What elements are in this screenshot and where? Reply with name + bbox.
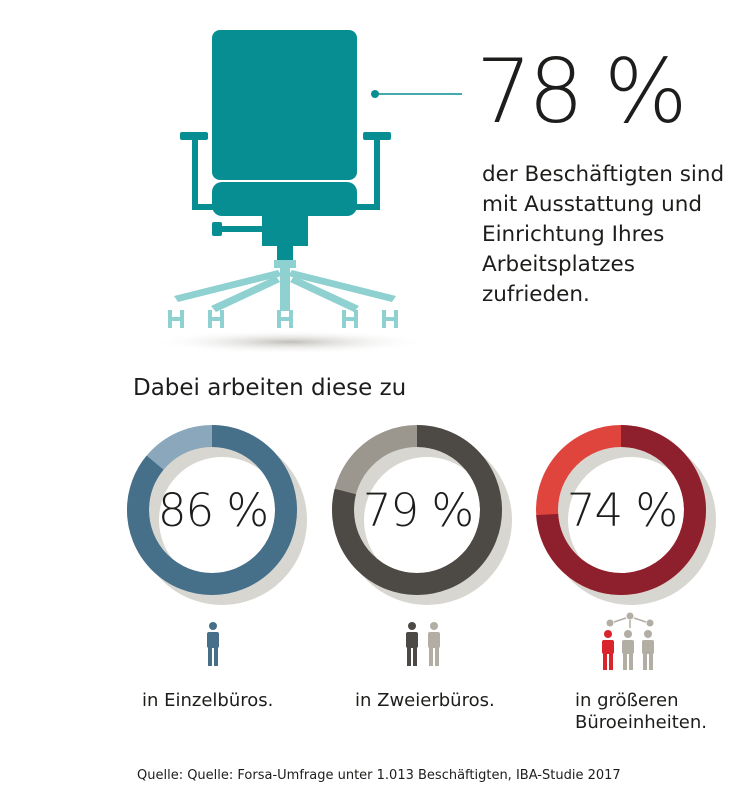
chair-left-armrest — [180, 132, 218, 210]
donut-value-segment-0 — [127, 425, 297, 595]
chair-backrest — [212, 30, 357, 180]
chair-mechanism — [262, 216, 308, 246]
group-persons-icon — [602, 612, 654, 670]
donut-chart-groessere-bueroeinheiten — [536, 425, 716, 605]
network-icon — [613, 617, 647, 628]
two-persons-icon — [406, 622, 440, 666]
section-subheading: Dabei arbeiten diese zu — [133, 375, 407, 401]
chair-lever — [216, 226, 264, 232]
donut-chart-einzelbueros — [127, 425, 307, 605]
chair-seat — [212, 182, 357, 216]
chair-right-armrest — [352, 132, 391, 210]
headline-description: der Beschäftigten sind mit Ausstattung u… — [482, 162, 725, 307]
chair-casters — [168, 310, 398, 328]
headline-percentage: 78 % — [476, 40, 688, 143]
source-note: Quelle: Quelle: Forsa-Umfrage unter 1.01… — [137, 768, 621, 783]
category-label-groessere-bueroeinheiten: in größeren Büroeinheiten. — [575, 690, 708, 733]
donut-chart-zweierbueros — [332, 425, 512, 605]
value-label-groessere-bueroeinheiten: 74 % — [566, 484, 678, 537]
office-chair-illustration — [150, 30, 462, 354]
category-label-zweierbueros: in Zweierbüros. — [355, 690, 495, 711]
single-person-icon — [207, 622, 219, 666]
chair-base-legs — [174, 266, 396, 312]
category-label-einzelbueros: in Einzelbüros. — [142, 690, 274, 711]
donut-value-segment-2 — [536, 425, 706, 595]
donut-value-segment-1 — [332, 425, 502, 595]
chair-column — [277, 246, 293, 264]
value-label-einzelbueros: 86 % — [157, 484, 269, 537]
chair-floor-shadow — [150, 330, 430, 354]
value-label-zweierbueros: 79 % — [362, 484, 474, 537]
